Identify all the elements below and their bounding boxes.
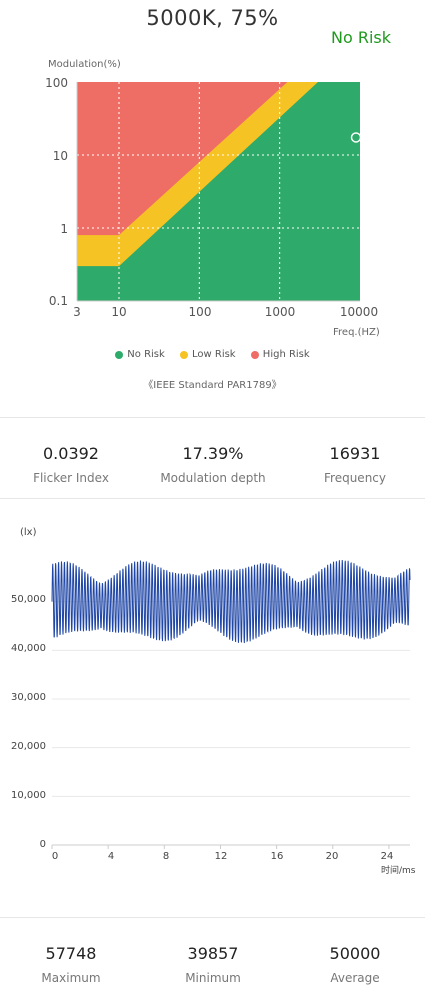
modulation-depth-stat: 17.39% Modulation depth: [142, 444, 284, 485]
minimum-value: 39857: [187, 944, 239, 963]
legend-item-no-risk: No Risk: [115, 349, 165, 360]
illuminance-waveform-line: [51, 559, 411, 644]
divider: [0, 417, 425, 418]
waveform-ylabel: (lx): [20, 527, 37, 538]
minimum-stat: 39857 Minimum: [142, 944, 284, 985]
waveform-xtick: 4: [107, 851, 115, 862]
waveform-xtick: 8: [162, 851, 170, 862]
high-risk-dot-icon: [250, 350, 259, 359]
minimum-label: Minimum: [185, 971, 241, 985]
waveform-xtick: 20: [325, 851, 339, 862]
low-risk-dot-icon: [180, 350, 188, 359]
waveform-xlabel: 时间/ms: [381, 866, 416, 876]
waveform-xtick: 16: [270, 851, 284, 862]
risk-xtick: 100: [188, 305, 212, 319]
flicker-index-stat: 0.0392 Flicker Index: [0, 444, 142, 485]
maximum-label: Maximum: [41, 971, 101, 985]
legend-item-high-risk: High Risk: [250, 349, 310, 360]
waveform-ytick: 20,000: [11, 741, 46, 752]
maximum-stat: 57748 Maximum: [0, 944, 142, 985]
modulation-depth-label: Modulation depth: [160, 471, 266, 485]
measurement-marker: [350, 132, 362, 143]
no-risk-dot-icon: [115, 350, 124, 359]
page-title: 5000K, 75%: [146, 6, 279, 30]
risk-xtick: 3: [73, 305, 81, 319]
waveform-chart: [51, 559, 411, 849]
risk-chart: [76, 82, 362, 302]
flicker-index-label: Flicker Index: [33, 471, 109, 485]
risk-ytick: 0.1: [48, 294, 68, 308]
waveform-ytick: 40,000: [11, 643, 46, 654]
risk-status-label: No Risk: [330, 28, 391, 47]
divider: [0, 498, 425, 499]
waveform-ytick: 0: [39, 839, 46, 850]
risk-xtick: 1000: [264, 305, 296, 319]
waveform-xtick: 0: [51, 851, 59, 862]
risk-chart-xlabel: Freq.(HZ): [333, 327, 380, 338]
risk-chart-ylabel: Modulation(%): [48, 59, 121, 70]
waveform-xtick: 12: [214, 851, 228, 862]
frequency-value: 16931: [329, 444, 381, 463]
average-label: Average: [330, 971, 380, 985]
no-risk-zone: [77, 82, 360, 301]
risk-xtick: 10000: [339, 305, 379, 319]
average-value: 50000: [329, 944, 381, 963]
modulation-depth-value: 17.39%: [182, 444, 244, 463]
waveform-xtick: 24: [380, 851, 394, 862]
risk-ytick: 1: [60, 222, 68, 236]
risk-ytick: 10: [52, 149, 68, 163]
waveform-ytick: 10,000: [11, 790, 46, 801]
legend-label: High Risk: [262, 349, 310, 360]
divider: [0, 917, 425, 918]
frequency-stat: 16931 Frequency: [284, 444, 425, 485]
frequency-label: Frequency: [324, 471, 386, 485]
flicker-index-value: 0.0392: [43, 444, 99, 463]
maximum-value: 57748: [45, 944, 97, 963]
legend-item-low-risk: Low Risk: [180, 349, 236, 360]
waveform-ytick: 30,000: [11, 692, 46, 703]
risk-legend: No Risk Low Risk High Risk: [0, 349, 425, 362]
legend-label: Low Risk: [192, 349, 236, 360]
standard-reference: 《IEEE Standard PAR1789》: [143, 380, 282, 391]
average-stat: 50000 Average: [284, 944, 425, 985]
risk-ytick: 100: [45, 76, 68, 90]
waveform-ytick: 50,000: [11, 594, 46, 605]
risk-xtick: 10: [111, 305, 127, 319]
legend-label: No Risk: [127, 349, 165, 360]
